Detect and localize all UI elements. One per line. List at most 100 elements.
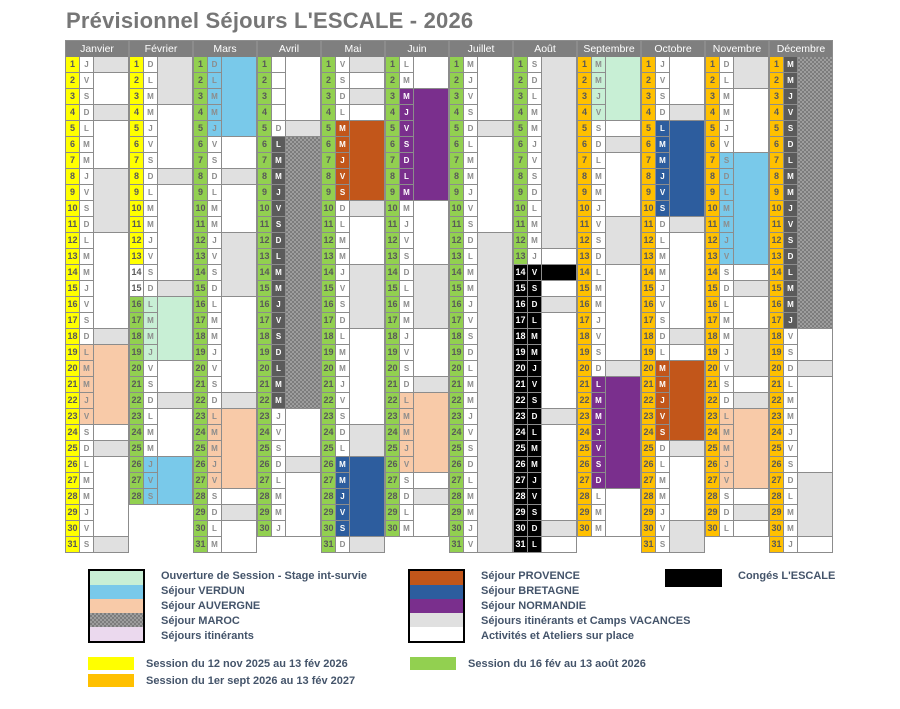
sejour-cell (606, 137, 640, 152)
day-number: 21 (66, 377, 79, 392)
day-number: 9 (322, 185, 335, 200)
legend-label: Séjour VERDUN (161, 585, 245, 597)
sejour-cell (606, 489, 640, 536)
day-number: 30 (514, 521, 527, 536)
day-letter: M (528, 217, 541, 232)
day-letter: M (720, 425, 733, 440)
sejour-cell (734, 153, 768, 264)
day-number: 26 (130, 457, 143, 472)
day-number: 16 (258, 297, 271, 312)
day-number: 21 (130, 377, 143, 392)
day-letter: M (80, 153, 93, 168)
day-letter: D (208, 505, 221, 520)
sejour-cell (414, 473, 448, 488)
day-letter: J (80, 281, 93, 296)
day-letter: M (464, 153, 477, 168)
day-letter: L (592, 489, 605, 504)
day-number: 6 (578, 137, 591, 152)
day-letter: M (720, 313, 733, 328)
day-number: 8 (578, 169, 591, 184)
day-number: 5 (578, 121, 591, 136)
legend-swatch (410, 599, 463, 613)
day-letter: S (464, 217, 477, 232)
day-number: 29 (66, 505, 79, 520)
day-number: 4 (322, 105, 335, 120)
sejour-cell (414, 89, 448, 200)
day-number: 3 (130, 89, 143, 104)
sejour-cell (670, 105, 704, 120)
day-letter: J (528, 249, 541, 264)
day-number: 13 (130, 249, 143, 264)
sejour-cell (94, 121, 128, 168)
day-number: 2 (194, 73, 207, 88)
sejour-cell (798, 361, 832, 376)
day-number: 12 (642, 233, 655, 248)
day-letter: M (784, 393, 797, 408)
day-letter: D (720, 57, 733, 72)
session-label: Session du 1er sept 2026 au 13 fév 2027 (146, 674, 356, 687)
day-number: 24 (386, 425, 399, 440)
day-number: 22 (770, 393, 783, 408)
day-letter: M (208, 313, 221, 328)
day-number: 8 (450, 169, 463, 184)
day-number: 27 (770, 473, 783, 488)
sejour-cell (542, 537, 576, 552)
day-number: 29 (322, 505, 335, 520)
month-header: Juillet (450, 41, 512, 57)
month-column-février: Février 1 D 2 L 3 M 4 M 5 J 6 V 7 S 8 D 9 L 10 M 11 M 12 J 13 V 14 S… (129, 40, 193, 505)
day-number: 6 (66, 137, 79, 152)
sejour-cell (94, 425, 128, 440)
day-letter: M (400, 73, 413, 88)
day-letter: J (80, 169, 93, 184)
day-letter: V (592, 105, 605, 120)
day-number: 2 (514, 73, 527, 88)
day-number: 21 (706, 377, 719, 392)
day-letter: S (592, 121, 605, 136)
day-letter: M (400, 185, 413, 200)
day-number: 2 (642, 73, 655, 88)
day-letter: M (336, 137, 349, 152)
day-number: 30 (194, 521, 207, 536)
day-letter: M (80, 249, 93, 264)
day-letter: M (656, 361, 669, 376)
day-letter: M (80, 473, 93, 488)
day-letter: V (656, 73, 669, 88)
day-number: 31 (642, 537, 655, 552)
day-number: 20 (642, 361, 655, 376)
day-letter: V (400, 457, 413, 472)
day-number: 24 (770, 425, 783, 440)
sejour-cell (158, 457, 192, 504)
day-letter: M (144, 441, 157, 456)
day-number: 27 (578, 473, 591, 488)
day-number: 18 (258, 329, 271, 344)
legend-labels-1: Ouverture de Session - Stage int-survie S… (161, 569, 367, 644)
day-letter (272, 105, 285, 120)
day-letter: M (400, 297, 413, 312)
day-number: 9 (642, 185, 655, 200)
day-letter: J (784, 201, 797, 216)
day-letter: M (336, 473, 349, 488)
sejour-cell (350, 73, 384, 88)
day-number: 15 (642, 281, 655, 296)
month-header: Février (130, 41, 192, 57)
day-letter: M (784, 169, 797, 184)
day-letter: M (656, 153, 669, 168)
day-letter: V (400, 121, 413, 136)
day-number: 10 (66, 201, 79, 216)
day-number: 12 (194, 233, 207, 248)
sejour-cell (414, 505, 448, 536)
sejour-cell (222, 185, 256, 232)
sejour-cell (670, 345, 704, 360)
day-number: 20 (66, 361, 79, 376)
day-letter: L (80, 233, 93, 248)
day-number: 19 (514, 345, 527, 360)
day-letter: V (656, 297, 669, 312)
day-number: 1 (770, 57, 783, 72)
legend-swatch (90, 571, 143, 585)
sejour-cell (478, 233, 512, 552)
sejour-cell (798, 377, 832, 472)
day-number: 5 (450, 121, 463, 136)
day-letter: V (656, 185, 669, 200)
day-number: 31 (514, 537, 527, 552)
sejour-cell (670, 121, 704, 216)
